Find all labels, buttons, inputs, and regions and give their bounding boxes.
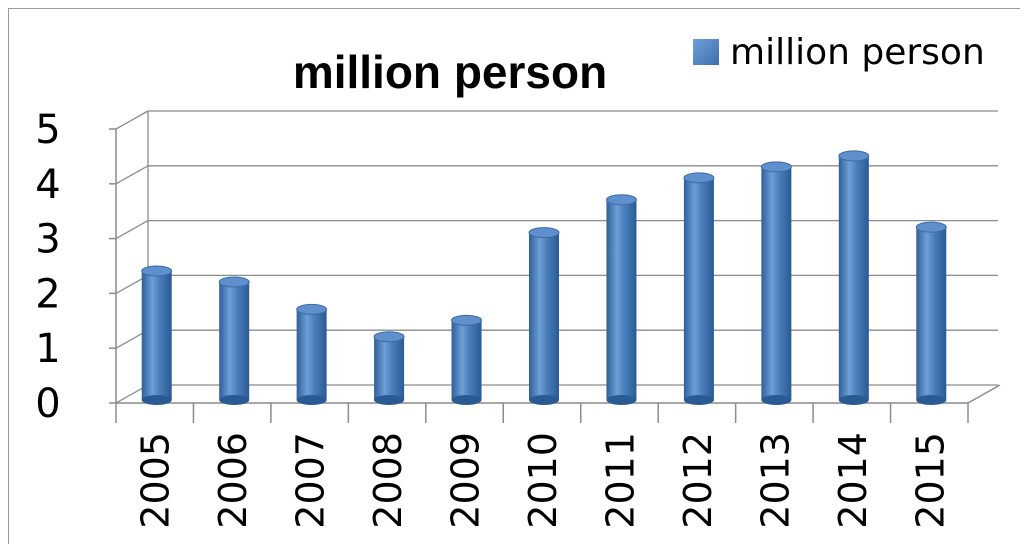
bar [683,172,715,405]
bar [296,303,328,405]
legend-label: million person [730,32,985,73]
x-tick-label: 2015 [908,432,952,529]
bar [605,194,637,405]
bars [141,150,947,405]
legend-swatch [693,39,719,65]
bar [451,314,483,405]
bar [141,265,173,405]
y-tick-label: 4 [35,162,60,208]
bar [915,221,947,405]
x-tick-label: 2005 [134,432,178,529]
x-tick-label: 2013 [753,432,797,529]
x-tick-label: 2009 [444,432,488,529]
chart-frame [8,8,1020,544]
y-tick-label: 3 [35,217,60,263]
x-tick-label: 2014 [831,432,875,529]
x-tick-label: 2010 [521,432,565,529]
x-tick-label: 2008 [366,432,410,529]
bar [528,227,560,405]
bar [838,150,870,405]
x-axis-ticks: 2005 2006 2007 2008 2009 2010 2011 2012 2013 2014… [134,432,953,529]
legend: million person [693,32,985,73]
x-tick-label: 2006 [211,432,255,529]
x-tick-label: 2007 [289,432,333,529]
y-tick-label: 5 [35,107,60,153]
chart-title: million person [293,46,607,98]
floor-edge [967,384,1001,404]
gridline [115,110,998,130]
y-axis-ticks: 0 1 2 3 4 5 [35,107,117,427]
bar [760,161,792,405]
y-tick-label: 2 [35,271,60,317]
bar [373,331,405,405]
bar [218,276,250,405]
y-tick-label: 1 [35,326,60,372]
x-tick-label: 2012 [676,432,720,529]
x-tick-label: 2011 [598,432,642,529]
y-tick-label: 0 [35,381,60,427]
